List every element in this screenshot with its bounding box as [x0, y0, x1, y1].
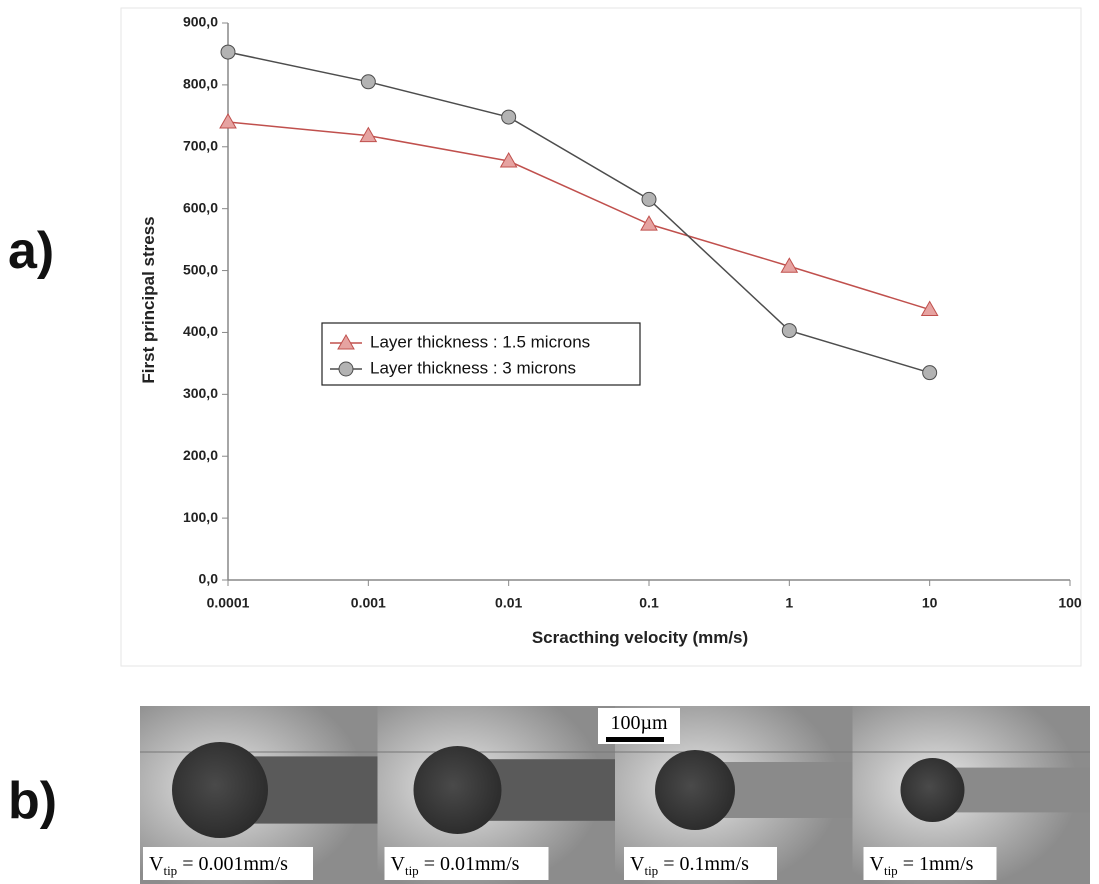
caption-rest: = 0.01mm/s [419, 853, 520, 875]
caption-sub: tip [405, 863, 419, 878]
indent [655, 750, 735, 830]
x-tick-label: 0.0001 [207, 595, 250, 611]
caption-main: V [870, 853, 885, 875]
marker [501, 109, 517, 125]
marker [220, 44, 236, 60]
legend-marker [338, 361, 354, 377]
indent [172, 742, 268, 838]
series-line [227, 51, 930, 374]
legend-label: Layer thickness : 1.5 microns [370, 332, 590, 351]
y-tick-label: 200,0 [183, 447, 218, 463]
y-tick-label: 100,0 [183, 509, 218, 525]
marker [780, 257, 799, 273]
legend-label: Layer thickness : 3 microns [370, 358, 576, 377]
indent [900, 758, 965, 822]
y-tick-label: 500,0 [183, 261, 218, 277]
y-axis-title: First principal stress [139, 216, 158, 383]
marker [922, 365, 938, 381]
scale-bar: 100µm [598, 708, 680, 744]
y-tick-label: 800,0 [183, 76, 218, 92]
x-tick-label: 0.001 [351, 595, 386, 611]
caption-rest: = 0.001mm/s [177, 853, 288, 875]
caption: Vtip = 1mm/s [870, 853, 974, 878]
marker [360, 74, 376, 90]
x-tick-label: 10 [922, 595, 938, 611]
marker [640, 215, 658, 231]
y-tick-label: 400,0 [183, 323, 218, 339]
caption-box [384, 847, 549, 880]
indent [413, 746, 502, 834]
caption-sub: tip [163, 863, 177, 878]
caption-box [143, 847, 313, 880]
marker [499, 152, 518, 168]
caption-sub: tip [644, 863, 658, 878]
scale-bar-label: 100µm [610, 712, 668, 734]
caption-main: V [149, 853, 164, 875]
x-tick-label: 1 [785, 595, 793, 611]
caption-rest: = 0.1mm/s [658, 853, 749, 875]
legend-box [321, 322, 641, 386]
caption-main: V [391, 853, 406, 875]
caption-sub: tip [884, 863, 898, 878]
panel-label: a) [8, 222, 54, 280]
y-tick-label: 300,0 [183, 385, 218, 401]
x-axis-title: Scracthing velocity (mm/s) [532, 628, 748, 647]
caption-box [863, 847, 997, 880]
legend-marker [337, 333, 355, 350]
caption: Vtip = 0.1mm/s [630, 853, 749, 878]
scale-bar-line [606, 737, 664, 742]
series-line [227, 121, 930, 311]
caption-box [624, 847, 777, 880]
marker [920, 300, 939, 317]
marker [641, 191, 657, 207]
caption-rest: = 1mm/s [898, 853, 974, 875]
marker [359, 126, 378, 143]
caption-main: V [630, 853, 645, 875]
marker [781, 323, 797, 339]
panel-label: b) [8, 772, 57, 830]
y-tick-label: 700,0 [183, 137, 218, 153]
caption: Vtip = 0.001mm/s [149, 853, 288, 878]
y-tick-label: 0,0 [199, 571, 219, 587]
x-tick-label: 100 [1058, 595, 1082, 611]
x-tick-label: 0.1 [639, 595, 659, 611]
caption: Vtip = 0.01mm/s [391, 853, 520, 878]
x-tick-label: 0.01 [495, 595, 522, 611]
y-tick-label: 900,0 [183, 14, 218, 30]
y-tick-label: 600,0 [183, 199, 218, 215]
marker [219, 113, 237, 129]
